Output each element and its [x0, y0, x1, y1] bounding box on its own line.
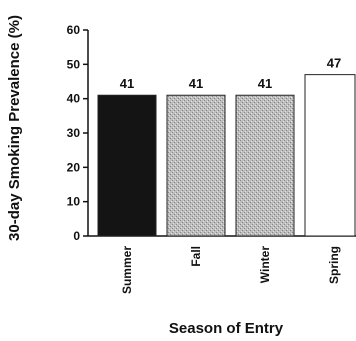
- data-label-summer: 41: [120, 76, 134, 91]
- y-tick-label: 30: [67, 126, 81, 140]
- y-tick-label: 0: [73, 229, 80, 243]
- data-label-spring: 47: [327, 56, 341, 71]
- bar-fall: [166, 94, 226, 237]
- y-tick-label: 40: [67, 92, 81, 106]
- y-tick-label: 10: [67, 195, 81, 209]
- bar-spring: [304, 74, 356, 237]
- category-label-spring: Spring: [327, 246, 341, 284]
- data-label-winter: 41: [258, 76, 272, 91]
- bar-winter: [235, 94, 295, 237]
- bars: [97, 74, 356, 237]
- bar-summer: [97, 94, 157, 237]
- data-label-fall: 41: [189, 76, 203, 91]
- y-axis-ticks: 0 10 20 30 40 50 60: [67, 23, 88, 243]
- category-label-winter: Winter: [258, 246, 272, 284]
- category-label-summer: Summer: [120, 246, 134, 294]
- y-axis-title: 30-day Smoking Prevalence (%): [6, 15, 23, 241]
- x-axis-title: Season of Entry: [169, 320, 284, 337]
- y-tick-label: 50: [67, 57, 81, 71]
- y-tick-label: 60: [67, 23, 81, 37]
- category-labels: Summer Fall Winter Spring: [120, 246, 341, 294]
- data-labels: 41 41 41 47: [120, 56, 341, 92]
- category-label-fall: Fall: [189, 246, 203, 267]
- y-tick-label: 20: [67, 160, 81, 174]
